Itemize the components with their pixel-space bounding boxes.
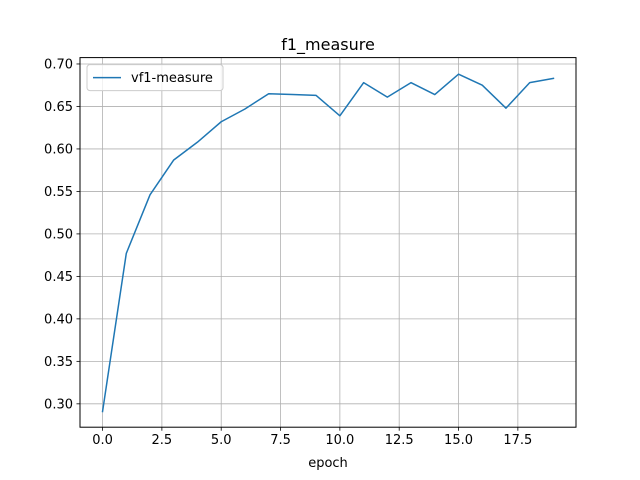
x-tick-label: 17.5 — [503, 433, 532, 448]
y-tick-label: 0.60 — [44, 142, 73, 157]
legend-box — [86, 64, 224, 92]
y-tick-label: 0.70 — [44, 57, 73, 72]
x-tick-label: 7.5 — [270, 433, 291, 448]
plot-frame — [79, 57, 577, 428]
series-layer — [101, 73, 555, 413]
x-axis: 0.0 2.5 5.0 7.5 10.0 12.5 15.0 17.5 — [92, 427, 532, 448]
x-tick-label: 2.5 — [152, 433, 173, 448]
y-tick-label: 0.55 — [44, 185, 73, 200]
x-tick-label: 5.0 — [211, 433, 232, 448]
x-tick-label: 0.0 — [92, 433, 113, 448]
y-tick-label: 0.65 — [44, 100, 73, 115]
series-line-vf1-measure — [101, 73, 555, 413]
legend: vf1-measure — [86, 64, 224, 92]
legend-label-vf1-measure: vf1-measure — [131, 71, 213, 86]
y-tick-label: 0.50 — [44, 227, 73, 242]
y-tick-label: 0.45 — [44, 270, 73, 285]
chart-title: f1_measure — [281, 35, 375, 55]
x-tick-label: 10.0 — [325, 433, 354, 448]
x-axis-label: epoch — [308, 456, 348, 471]
y-axis: 0.30 0.35 0.40 0.45 0.50 0.55 0.60 0.65 0.70 — [44, 57, 80, 412]
y-tick-label: 0.35 — [44, 355, 73, 370]
grid — [80, 57, 576, 428]
x-tick-label: 15.0 — [444, 433, 473, 448]
x-tick-label: 12.5 — [385, 433, 414, 448]
y-tick-label: 0.30 — [44, 397, 73, 412]
y-tick-label: 0.40 — [44, 312, 73, 327]
